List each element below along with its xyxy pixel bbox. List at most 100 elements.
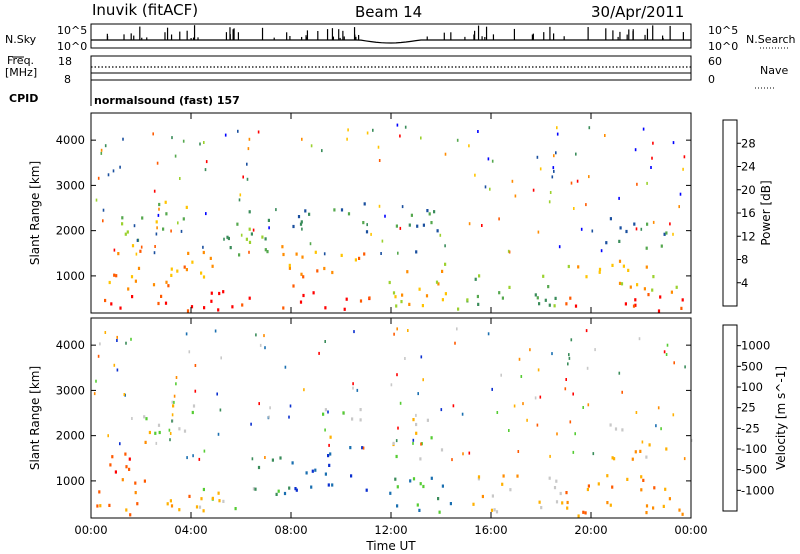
data-cell	[370, 232, 372, 236]
data-cell	[555, 500, 559, 504]
data-cell	[121, 478, 124, 482]
nave-tick-bottom: 0	[708, 73, 715, 86]
data-cell	[153, 189, 156, 193]
data-cell	[401, 293, 404, 297]
data-cell	[109, 463, 112, 467]
power-data-cells	[95, 123, 686, 313]
data-cell	[648, 443, 651, 447]
data-cell	[441, 298, 444, 302]
data-cell	[652, 220, 655, 224]
data-cell	[104, 298, 107, 303]
data-cell	[611, 263, 614, 267]
noise-sky-label: N.Sky	[5, 33, 37, 46]
data-cell	[660, 427, 662, 431]
noise-search-label: N.Search	[746, 33, 796, 46]
freq-tick-bottom: 8	[64, 73, 71, 86]
data-cell	[665, 231, 668, 235]
data-cell	[202, 275, 206, 279]
data-cell	[529, 348, 531, 352]
power-x-ticks	[90, 113, 692, 313]
data-cell	[380, 252, 382, 255]
data-cell	[416, 224, 419, 228]
data-cell	[633, 222, 636, 226]
data-cell	[672, 413, 675, 417]
data-cell	[140, 245, 143, 249]
data-cell	[246, 177, 249, 181]
data-cell	[538, 302, 541, 306]
data-cell	[170, 267, 173, 271]
data-cell	[498, 217, 500, 221]
data-cell	[660, 244, 663, 248]
data-cell	[400, 300, 403, 304]
data-cell	[430, 476, 433, 480]
data-cell	[534, 293, 537, 297]
data-cell	[474, 277, 477, 281]
data-cell	[324, 408, 327, 412]
data-cell	[130, 275, 134, 279]
data-cell	[107, 173, 110, 177]
data-cell	[191, 410, 194, 415]
power-y-ticks: 1000 2000 3000 4000	[56, 133, 691, 283]
data-cell	[520, 375, 523, 378]
data-cell	[168, 428, 171, 432]
data-cell	[419, 482, 422, 486]
data-cell	[329, 435, 332, 439]
data-cell	[576, 179, 579, 183]
data-cell	[182, 139, 185, 143]
data-cell	[257, 130, 260, 134]
data-cell	[240, 233, 243, 237]
data-cell	[399, 226, 402, 230]
data-cell	[395, 454, 398, 459]
data-cell	[598, 270, 601, 274]
data-cell	[99, 342, 101, 346]
data-cell	[395, 304, 398, 308]
data-cell	[354, 258, 357, 262]
data-cell	[158, 202, 161, 207]
data-cell	[407, 329, 409, 332]
data-cell	[643, 287, 646, 291]
date-title: 30/Apr/2011	[591, 3, 684, 21]
power-panel: 1000 2000 3000 4000 Slant Range [km] 4 8 12 16…	[28, 112, 773, 314]
data-cell	[311, 469, 314, 473]
data-cell	[377, 145, 380, 149]
data-cell	[192, 454, 194, 458]
data-cell	[534, 396, 537, 400]
data-cell	[412, 438, 415, 442]
data-cell	[123, 393, 126, 396]
data-cell	[415, 422, 418, 427]
data-cell	[173, 400, 175, 404]
data-cell	[242, 175, 244, 179]
data-cell	[200, 271, 203, 275]
colorbar-tick-label: -500	[741, 463, 767, 477]
data-cell	[440, 408, 443, 412]
x-tick-label: 20:00	[574, 523, 607, 537]
data-cell	[263, 334, 265, 338]
data-cell	[606, 474, 609, 478]
data-cell	[124, 393, 126, 397]
data-cell	[117, 252, 120, 256]
data-cell	[540, 506, 543, 510]
data-cell	[295, 252, 298, 256]
x-axis-label: Time UT	[365, 539, 416, 553]
data-cell	[500, 373, 502, 377]
x-tick-label: 16:00	[474, 523, 507, 537]
data-cell	[194, 364, 197, 367]
data-cell	[636, 283, 639, 287]
colorbar-tick-label: -1000	[741, 483, 774, 497]
data-cell	[125, 508, 128, 512]
data-cell	[378, 159, 381, 162]
data-cell	[210, 299, 213, 303]
data-cell	[350, 474, 353, 478]
colorbar-tick-label: 20	[741, 183, 756, 197]
data-cell	[537, 368, 540, 372]
data-cell	[559, 491, 562, 496]
data-cell	[472, 502, 475, 506]
colorbar-tick-label: 8	[741, 253, 748, 267]
data-cell	[526, 418, 528, 422]
data-cell	[182, 217, 185, 221]
data-cell	[678, 508, 681, 512]
nave-tick-top: 60	[708, 55, 722, 68]
data-cell	[288, 486, 291, 490]
noise-panel-frame	[90, 23, 692, 49]
data-cell	[125, 465, 128, 469]
